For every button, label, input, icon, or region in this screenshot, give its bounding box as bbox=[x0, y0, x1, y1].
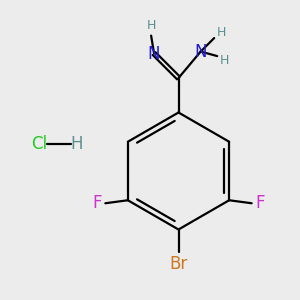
Text: F: F bbox=[92, 194, 102, 212]
Text: H: H bbox=[70, 135, 83, 153]
Text: H: H bbox=[219, 54, 229, 67]
Text: H: H bbox=[216, 26, 226, 39]
Text: N: N bbox=[194, 43, 207, 61]
Text: Cl: Cl bbox=[31, 135, 47, 153]
Text: Br: Br bbox=[169, 255, 188, 273]
Text: F: F bbox=[255, 194, 265, 212]
Text: H: H bbox=[146, 19, 156, 32]
Text: N: N bbox=[148, 45, 161, 63]
